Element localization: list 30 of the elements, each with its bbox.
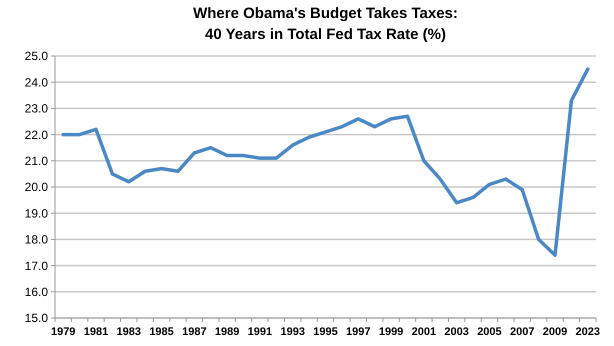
- y-tick-label: 25.0: [24, 49, 48, 64]
- y-tick-label: 15.0: [24, 311, 48, 326]
- x-tick-label: 2007: [510, 326, 534, 338]
- x-tick-label: 1995: [313, 326, 338, 338]
- chart-title: Where Obama's Budget Takes Taxes: 40 Years in Total Fed Tax Rate (%): [193, 5, 458, 43]
- x-tick-label: 2009: [542, 326, 568, 338]
- x-tick-label: 1979: [50, 326, 76, 338]
- x-tick-label: 1997: [346, 326, 371, 338]
- y-tick-label: 19.0: [24, 206, 48, 220]
- y-tick-label: 24.0: [24, 75, 48, 90]
- y-tick-label: 18.0: [24, 232, 48, 247]
- x-tick-label: 1993: [280, 326, 305, 338]
- y-tick-label: 17.0: [24, 258, 48, 273]
- line-series: [61, 67, 590, 257]
- y-tick-label: 21.0: [24, 154, 48, 168]
- x-tick-label: 1999: [378, 326, 404, 338]
- x-tick-label: 1985: [149, 326, 174, 338]
- x-tick-label: 2003: [444, 326, 469, 338]
- x-tick-label: 2023: [576, 326, 600, 338]
- x-tick-label: 1987: [182, 326, 207, 338]
- x-tick-label: 1991: [248, 326, 272, 338]
- x-tick-label: 1989: [214, 326, 240, 338]
- x-tick-label: 1981: [84, 326, 108, 338]
- y-tick-label: 22.0: [24, 128, 48, 142]
- y-tick-label: 16.0: [24, 285, 48, 299]
- y-tick-label: 23.0: [24, 102, 48, 116]
- y-tick-label: 20.0: [24, 180, 48, 194]
- x-tick-label: 2001: [412, 326, 436, 338]
- x-tick-label: 2005: [477, 326, 502, 338]
- x-tick-label: 1983: [116, 326, 142, 338]
